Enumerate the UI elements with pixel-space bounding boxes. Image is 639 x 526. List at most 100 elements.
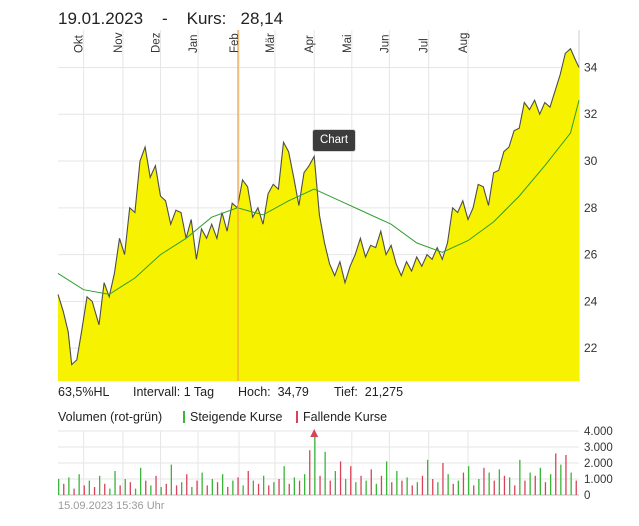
volume-bar	[252, 480, 254, 495]
volume-bar	[134, 488, 137, 495]
volume-bar	[242, 485, 244, 495]
volume-bar	[278, 479, 280, 495]
volume-bar	[165, 483, 167, 495]
volume-bar	[298, 480, 301, 495]
volume-bar	[529, 472, 531, 495]
volume-bar	[432, 479, 434, 495]
volume-bar	[263, 475, 265, 495]
volume-grid	[58, 430, 579, 496]
volume-bar	[550, 474, 552, 495]
volume-tick-label-1: 1.000	[584, 474, 613, 486]
volume-bar	[196, 480, 198, 495]
volume-bar	[442, 463, 444, 495]
falling-label: Fallende Kurse	[303, 410, 388, 424]
volume-bar	[452, 483, 454, 495]
volume-tick-label-4: 4.000	[584, 426, 613, 438]
volume-bar	[478, 479, 480, 495]
volume-axis-ticks: 0 1.000 2.000 3.000 4.000	[584, 426, 613, 502]
x-tick-label-2: Dez	[150, 32, 162, 53]
volume-bar	[375, 483, 377, 495]
volume-bar	[78, 474, 80, 495]
volume-bar	[514, 485, 516, 495]
x-tick-label-7: Mai	[342, 34, 354, 53]
volume-bar	[503, 475, 506, 495]
volume-tick-label-0: 0	[584, 490, 590, 502]
volume-bar	[534, 475, 536, 495]
x-tick-label-5: Mär	[265, 33, 277, 53]
volume-bar	[365, 480, 367, 495]
header-separator: -	[162, 9, 168, 28]
volume-bar	[396, 471, 398, 495]
volume-bar	[498, 469, 500, 495]
x-tick-label-3: Jan	[188, 34, 200, 53]
volume-bar	[114, 471, 116, 495]
header-date: 19.01.2023	[58, 9, 144, 28]
chart-header: 19.01.2023 - Kurs: 28,14	[58, 9, 283, 29]
y-tick-label-6: 34	[584, 60, 598, 74]
volume-bar	[519, 459, 521, 495]
volume-tick-label-2: 2.000	[584, 458, 613, 470]
volume-bar	[175, 485, 178, 495]
volume-bar	[288, 483, 290, 495]
x-axis-ticks: Okt Nov Dez Jan Feb Mär Apr Mai Jun Jul Aug	[74, 32, 470, 53]
volume-bar	[468, 466, 470, 495]
volume-bar	[268, 485, 270, 495]
volume-legend-falling: Fallende Kurse	[296, 410, 387, 424]
price-area[interactable]	[58, 48, 579, 381]
volume-bar	[140, 467, 142, 495]
volume-bar	[427, 459, 429, 495]
volume-bar	[544, 482, 547, 495]
volume-bar	[99, 475, 101, 495]
volume-bar	[309, 450, 311, 495]
x-tick-label-0: Okt	[74, 34, 86, 53]
volume-bar	[304, 474, 306, 495]
volume-bar	[350, 466, 352, 495]
volume-bar	[386, 461, 388, 495]
volume-bar	[293, 477, 295, 495]
volume-bar	[273, 482, 275, 495]
volume-bar	[447, 474, 449, 495]
volume-bar	[150, 485, 152, 495]
volume-bar	[109, 488, 111, 495]
volume-bar	[170, 464, 172, 495]
info-low: Tief: 21,275	[334, 385, 404, 399]
volume-bar	[155, 475, 157, 495]
rising-label: Steigende Kurse	[190, 410, 283, 424]
y-tick-label-2: 26	[584, 248, 598, 262]
volume-bar	[437, 482, 439, 495]
volume-bar	[319, 475, 321, 495]
volume-bar	[222, 474, 224, 495]
volume-tick-label-3: 3.000	[584, 442, 613, 454]
volume-bar	[355, 482, 357, 495]
volume-bar	[93, 487, 96, 495]
volume-bar	[380, 475, 383, 495]
volume-bar	[216, 482, 219, 495]
volume-bar	[565, 455, 567, 495]
volume-bar	[237, 477, 239, 495]
y-axis-ticks: 22 24 26 28 30 32 34	[584, 60, 598, 355]
volume-bar	[257, 483, 260, 495]
volume-bar	[206, 485, 208, 495]
y-tick-label-4: 30	[584, 154, 598, 168]
volume-bar	[68, 477, 70, 495]
volume-bar	[119, 485, 121, 495]
volume-bar	[339, 461, 342, 495]
volume-bars	[58, 435, 577, 495]
x-tick-label-8: Jun	[379, 34, 391, 53]
x-tick-label-9: Jul	[419, 38, 431, 53]
volume-bar	[73, 488, 75, 495]
volume-marker-arrow	[310, 429, 319, 437]
volume-bar	[560, 464, 562, 495]
rising-swatch	[183, 411, 185, 423]
volume-bar	[160, 487, 162, 495]
y-tick-label-1: 24	[584, 294, 598, 308]
volume-bar	[129, 482, 131, 495]
volume-bar	[457, 480, 459, 495]
timestamp: 15.09.2023 15:36 Uhr	[58, 500, 165, 512]
volume-legend-rising: Steigende Kurse	[183, 410, 282, 424]
volume-bar	[524, 480, 526, 495]
volume-bar	[145, 480, 147, 495]
header-price-label: Kurs:	[186, 9, 227, 28]
volume-bar	[181, 482, 183, 495]
